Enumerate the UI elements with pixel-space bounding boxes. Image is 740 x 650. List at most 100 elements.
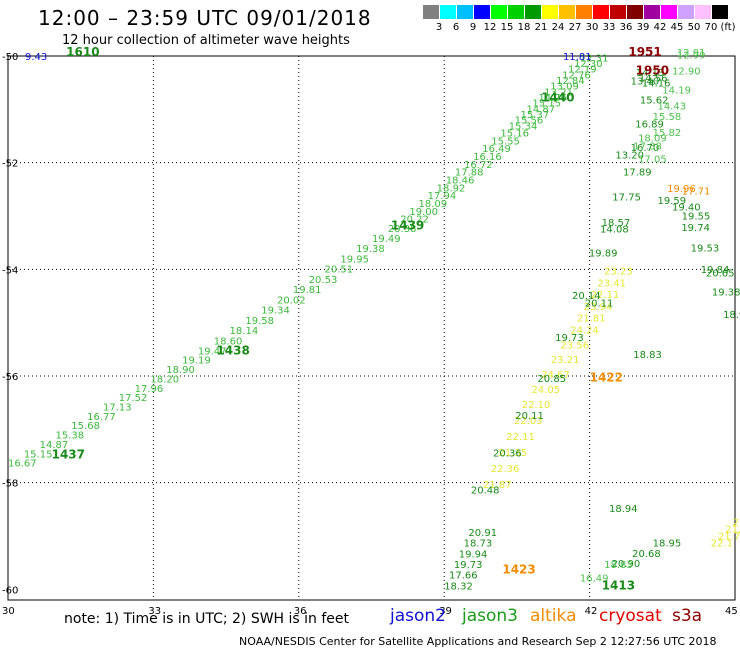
track-a-value: 15.15 [532, 99, 561, 110]
colorbar-label: 3 [435, 22, 443, 33]
altika-value: 24.05 [531, 385, 560, 396]
time-label: 1437 [52, 448, 85, 462]
track-c-value: 20.65 [706, 269, 735, 280]
colorbar-cell [610, 5, 626, 19]
colorbar-label: 39 [636, 22, 650, 33]
track-b-upper-value: 20.14 [572, 291, 601, 302]
track-a-value: 20.02 [277, 295, 306, 306]
colorbar-cell [593, 5, 609, 19]
orange-value: 19.96 [667, 184, 696, 195]
orange-value: 17.71 [682, 187, 711, 198]
track-b-upper-value: 16.70 [631, 143, 660, 154]
track-b-value: 18.32 [444, 581, 473, 592]
y-tick-label: -58 [2, 479, 18, 490]
track-c-extra-value: 15.58 [653, 112, 682, 123]
track-c-value: 20.90 [612, 559, 641, 570]
tail-value: 21.9 [733, 517, 740, 528]
altika-value: 21.35 [498, 448, 527, 459]
track-a-value: 20.51 [325, 265, 354, 276]
track-a-value: 17.88 [455, 168, 484, 179]
track-a-value: 17.52 [119, 393, 148, 404]
track-b-value: 19.73 [454, 560, 483, 571]
track-b-upper-value: 14.56 [639, 73, 668, 84]
x-tick-label: 30 [2, 606, 15, 617]
track-b-upper-value: 14.08 [600, 225, 629, 236]
colorbar-label: (ft) [720, 22, 736, 33]
altika-value: 24.67 [541, 370, 570, 381]
y-tick-label: -50 [2, 52, 18, 63]
colorbar-cell [457, 5, 473, 19]
track-a-value: 15.34 [509, 121, 538, 132]
colorbar-cell [712, 5, 728, 19]
track-a-value: 15.68 [71, 421, 100, 432]
track-a-value: 15.15 [24, 449, 53, 460]
track-c-value: 18.94 [609, 504, 638, 515]
colorbar-cell [678, 5, 694, 19]
altika-value: 22.03 [514, 416, 543, 427]
track-a-value: 16.49 [482, 144, 511, 155]
track-a-value: 19.00 [409, 207, 438, 218]
time-label: 1439 [391, 218, 424, 232]
track-b-value: 20.91 [468, 528, 497, 539]
track-a-value: 12.19 [568, 65, 597, 76]
altika-value: 22.11 [506, 432, 535, 443]
time-label: 1422 [590, 370, 623, 384]
altika-value: 23.41 [597, 278, 626, 289]
track-a-value: 18.90 [166, 365, 195, 376]
track-b-value: 18.73 [464, 539, 493, 550]
colorbar-label: 42 [653, 22, 667, 33]
x-tick-label: 39 [439, 606, 452, 617]
track-a-value: 19.81 [293, 285, 322, 296]
track-a-value: 20.38 [388, 224, 417, 235]
track-a-value: 19.34 [261, 306, 290, 317]
track-b-upper-value: 17.75 [612, 193, 641, 204]
track-c-value: 19.59 [657, 196, 686, 207]
tail-value: 22.1 [711, 539, 733, 550]
altika-value: 23.21 [551, 355, 580, 366]
track-a-value: 16.67 [8, 459, 37, 470]
y-tick-label: -54 [2, 265, 18, 276]
colorbar-label: 36 [619, 22, 633, 33]
time-label: 1413 [602, 578, 635, 592]
track-a-value: 14.87 [40, 440, 69, 451]
colorbar-label: 12 [483, 22, 497, 33]
track-b-upper-value: 13.40 [631, 76, 660, 87]
colorbar-cell [491, 5, 507, 19]
altika-value: 21.87 [483, 480, 512, 491]
time-label: 1440 [541, 90, 574, 104]
colorbar-label: 45 [670, 22, 684, 33]
track-a-value: 12.84 [556, 76, 585, 87]
legend-cryosat: cryosat [599, 606, 662, 626]
altika-value: 23.56 [561, 340, 590, 351]
edge-value: 11.81 [563, 52, 592, 63]
track-a-value: 16.16 [473, 152, 502, 163]
colorbar-cell [661, 5, 677, 19]
track-c-extra-value: 18.83 [604, 560, 633, 571]
colorbar-label: 6 [452, 22, 460, 33]
track-a-value: 19.58 [245, 316, 274, 327]
altika-value: 24.24 [570, 325, 599, 336]
track-c-extra-value: 12.90 [672, 67, 701, 78]
colorbar-label: 9 [469, 22, 477, 33]
track-a-value: 13.09 [550, 82, 579, 93]
time-label: 1610 [66, 45, 99, 59]
plot-frame [7, 55, 736, 601]
track-c-extra-value: 18.09 [638, 133, 667, 144]
track-b-upper-value: 14.16 [642, 78, 671, 89]
x-tick-label: 45 [725, 606, 738, 617]
track-c-value: 19.84 [701, 265, 730, 276]
track-b-upper-value: 19.73 [555, 333, 584, 344]
colorbar-cell [423, 5, 439, 19]
track-a-value: 20.22 [400, 215, 429, 226]
legend-jason2: jason2 [390, 606, 446, 626]
footer-credits: NOAA/NESDIS Center for Satellite Applica… [239, 635, 717, 648]
colorbar-label: 33 [602, 22, 616, 33]
track-c-extra-value: 17.05 [638, 155, 667, 166]
track-a-value: 15.16 [500, 129, 529, 140]
track-b-upper-value: 20.11 [515, 411, 544, 422]
tail-value: 21.83 [725, 524, 740, 535]
y-tick-label: -56 [2, 372, 18, 383]
colorbar-cell [576, 5, 592, 19]
track-a-value: 18.92 [437, 183, 466, 194]
